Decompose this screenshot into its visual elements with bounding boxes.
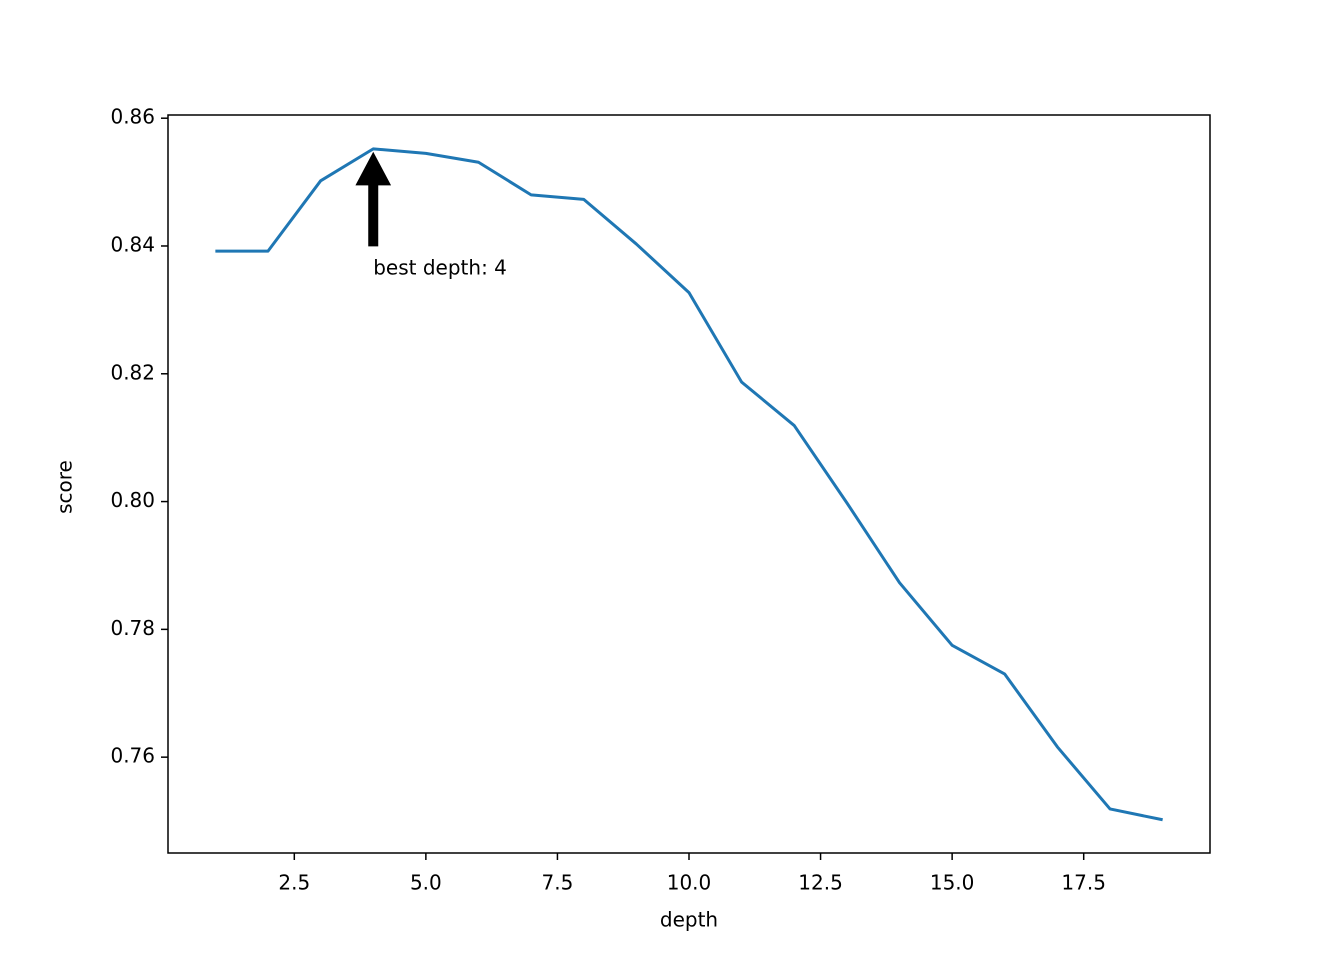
y-axis-label: score — [53, 460, 77, 514]
x-tick-label: 17.5 — [1061, 871, 1106, 895]
y-tick-label: 0.84 — [110, 232, 155, 256]
x-tick-label: 7.5 — [542, 871, 574, 895]
x-tick-label: 5.0 — [410, 871, 442, 895]
plot-frame — [167, 114, 1211, 854]
y-tick-label: 0.86 — [110, 105, 155, 129]
x-tick-label: 2.5 — [278, 871, 310, 895]
annotation-arrow — [355, 151, 392, 247]
line-series — [215, 147, 1163, 822]
y-tick-label: 0.80 — [110, 488, 155, 512]
x-axis-label: depth — [660, 908, 718, 932]
y-tick-label: 0.78 — [110, 616, 155, 640]
y-tick-label: 0.76 — [110, 744, 155, 768]
x-tick-label: 12.5 — [798, 871, 843, 895]
x-tick-label: 10.0 — [667, 871, 712, 895]
annotation-text: best depth: 4 — [373, 255, 507, 279]
y-tick-label: 0.82 — [110, 360, 155, 384]
x-tick-label: 15.0 — [930, 871, 975, 895]
